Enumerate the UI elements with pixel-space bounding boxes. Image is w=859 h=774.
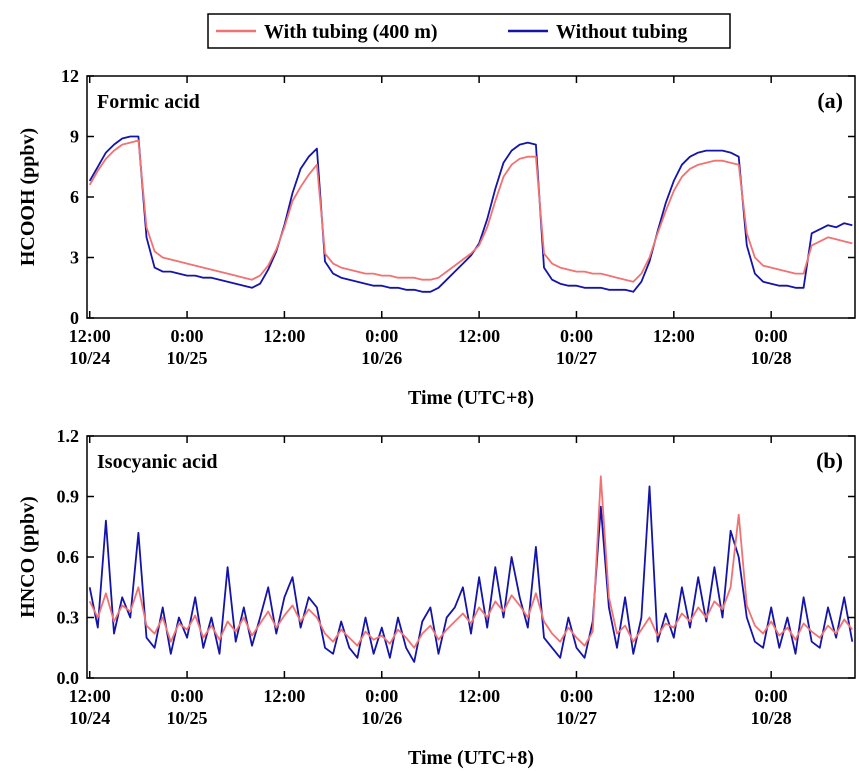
y-tick-label: 0.3	[57, 608, 80, 628]
y-tick-label: 0.0	[57, 668, 80, 688]
y-tick-label: 0.6	[57, 547, 80, 567]
x-tick-label: 0:00 10/26	[361, 326, 402, 368]
series-line	[88, 139, 853, 283]
y-tick-label: 3	[70, 248, 79, 268]
x-tick-label: 0:00 10/27	[556, 326, 597, 368]
y-tick-label: 0.9	[57, 487, 80, 507]
x-tick-label: 0:00 10/25	[167, 686, 208, 728]
series-line	[88, 475, 854, 649]
panel-label: (a)	[817, 88, 843, 113]
x-tick-label: 0:00 10/28	[751, 686, 792, 728]
x-tick-label: 12:00	[458, 686, 500, 706]
legend-label: With tubing (400 m)	[264, 21, 438, 43]
y-axis-label: HCOOH (ppbv)	[17, 128, 39, 266]
x-tick-label: 12:00 10/24	[69, 686, 111, 728]
x-tick-label: 12:00	[263, 326, 305, 346]
panel: 0 3 6 9 12 12:00 10/24 0:00 10/25 12:00 0:00 10/26 1…	[17, 66, 856, 409]
x-tick-label: 0:00 10/25	[167, 326, 208, 368]
x-tick-label: 12:00 10/24	[69, 326, 111, 368]
y-tick-label: 6	[70, 187, 79, 207]
x-axis-label: Time (UTC+8)	[408, 747, 534, 769]
x-tick-label: 12:00	[263, 686, 305, 706]
y-tick-label: 9	[70, 127, 79, 147]
y-tick-label: 0	[70, 308, 79, 328]
y-tick-label: 12	[61, 66, 79, 86]
x-tick-label: 12:00	[458, 326, 500, 346]
annotation: Isocyanic acid	[97, 451, 218, 473]
x-tick-label: 12:00	[653, 326, 695, 346]
y-tick-label: 1.2	[57, 426, 80, 446]
series-line	[88, 485, 854, 663]
x-tick-label: 0:00 10/28	[751, 326, 792, 368]
y-axis-label: HNCO (ppbv)	[17, 496, 39, 618]
legend-label: Without tubing	[556, 21, 687, 43]
plot-frame	[86, 75, 856, 319]
panel: 0.0 0.3 0.6 0.9 1.2 12:00 10/24 0:00 10/25 12:00 0…	[17, 426, 856, 769]
x-tick-label: 0:00 10/27	[556, 686, 597, 728]
annotation: Formic acid	[97, 91, 200, 113]
x-axis-label: Time (UTC+8)	[408, 387, 534, 409]
legend-box	[207, 13, 731, 49]
legend: With tubing (400 m) Without tubing	[207, 13, 731, 49]
x-tick-label: 12:00	[653, 686, 695, 706]
panel-label: (b)	[816, 448, 843, 473]
x-tick-label: 0:00 10/26	[361, 686, 402, 728]
series-line	[88, 135, 853, 293]
